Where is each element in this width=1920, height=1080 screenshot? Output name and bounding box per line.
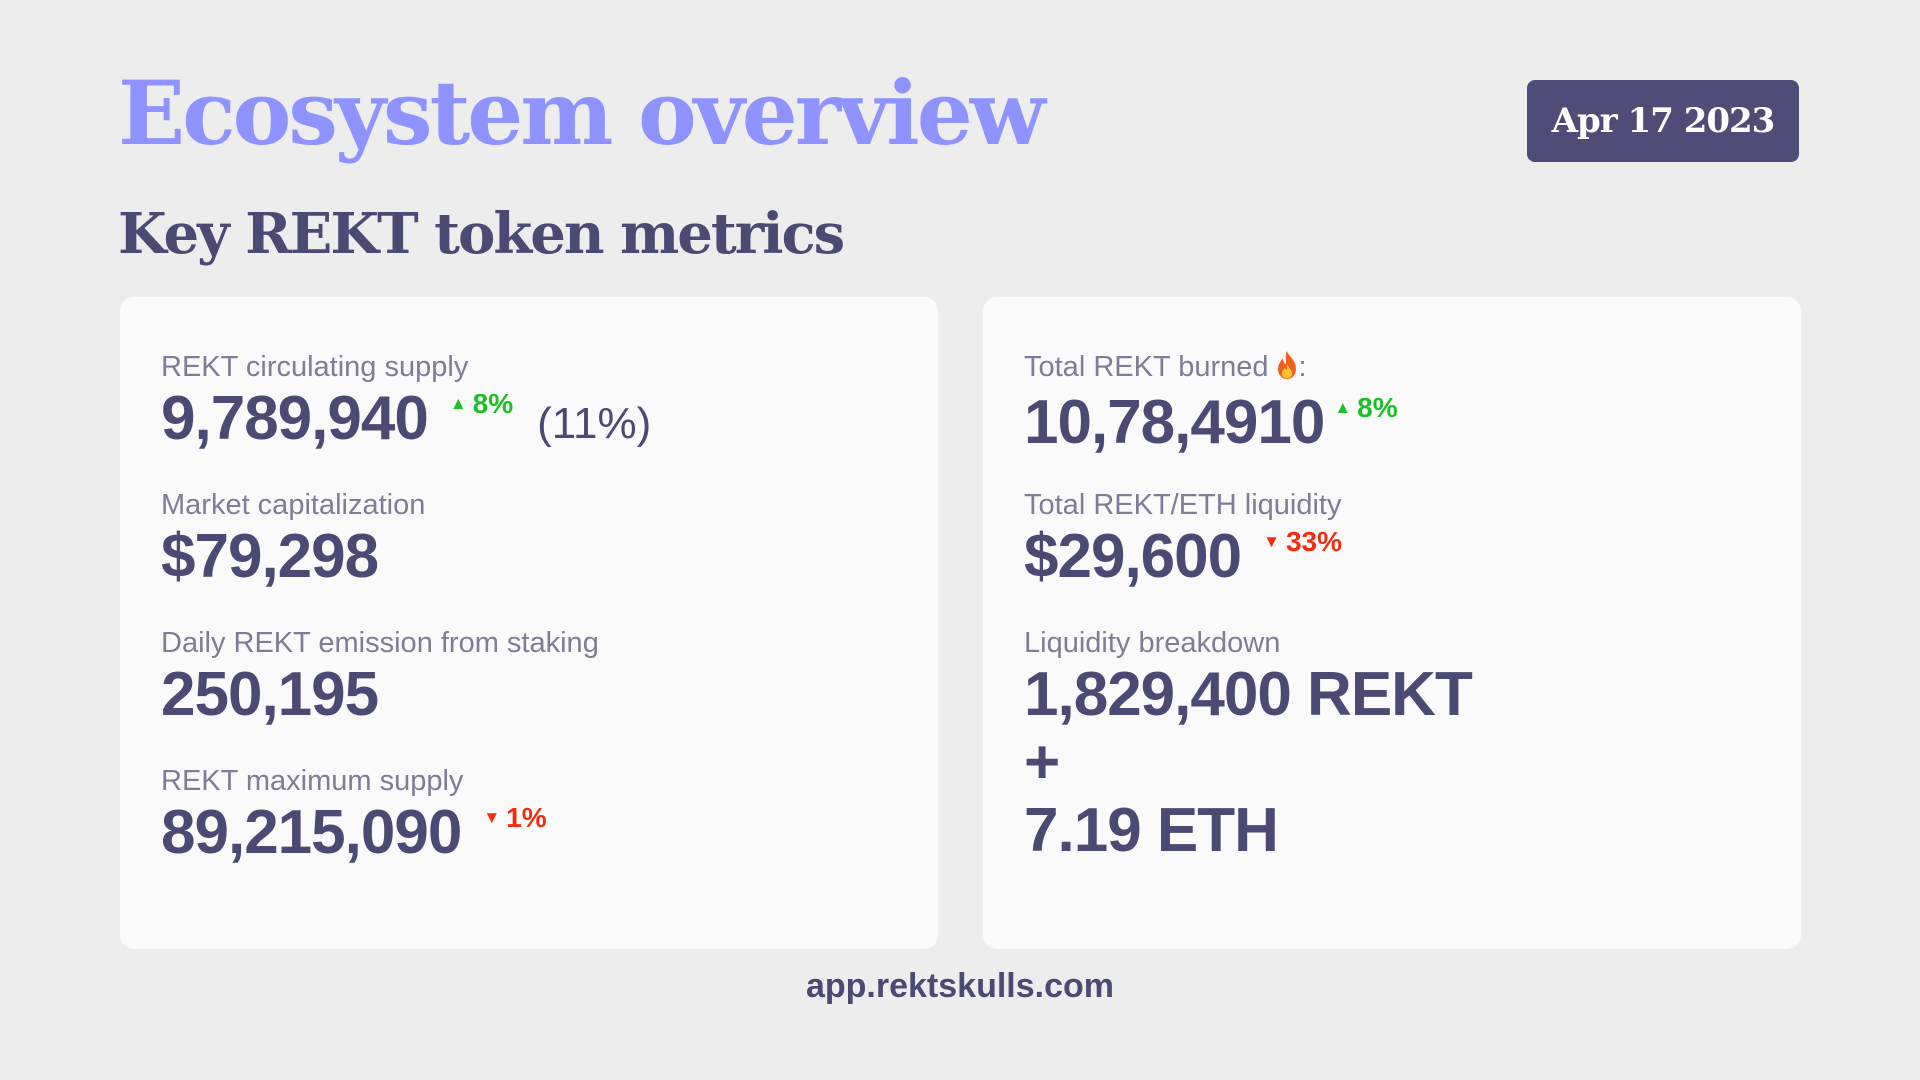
change-indicator-up: ▲ 8% <box>450 387 513 421</box>
metric-market-cap: Market capitalization $79,298 <box>161 487 425 591</box>
metric-label: REKT maximum supply <box>161 765 464 797</box>
change-percent: 33% <box>1285 526 1342 557</box>
metric-max-supply: REKT maximum supply 89,215,090 ▼ 1% <box>161 763 547 867</box>
section-subtitle: Key REKT token metrics <box>118 201 845 267</box>
metric-label: Total REKT/ETH liquidity <box>1024 489 1342 521</box>
metric-label: Total REKT burned: <box>1024 349 1398 389</box>
metric-label: Liquidity breakdown <box>1024 627 1281 659</box>
breakdown-eth-amount: 7.19 ETH <box>1024 796 1279 865</box>
change-indicator-down: ▼ 1% <box>483 801 546 835</box>
breakdown-rekt-amount: 1,829,400 REKT <box>1024 660 1473 729</box>
supply-percentage: (11%) <box>537 399 652 448</box>
fire-icon <box>1275 350 1299 389</box>
arrow-down-icon: ▼ <box>1263 532 1280 551</box>
metrics-card-left: REKT circulating supply 9,789,940 ▲ 8% (… <box>120 297 938 949</box>
metric-value: 9,789,940 <box>161 384 429 453</box>
metric-value: 10,78,4910 <box>1024 388 1325 457</box>
metric-value: $79,298 <box>161 522 379 591</box>
metric-total-liquidity: Total REKT/ETH liquidity $29,600 ▼ 33% <box>1024 487 1342 591</box>
change-percent: 1% <box>506 802 547 833</box>
date-badge: Apr 17 2023 <box>1527 80 1799 162</box>
metric-value: 250,195 <box>161 660 379 729</box>
metric-label-suffix: : <box>1298 351 1307 383</box>
metric-liquidity-breakdown: Liquidity breakdown 1,829,400 REKT + 7.1… <box>1024 625 1473 865</box>
change-percent: 8% <box>472 388 514 419</box>
metric-value: $29,600 <box>1024 522 1242 591</box>
metric-label: REKT circulating supply <box>161 351 469 383</box>
arrow-up-icon: ▲ <box>1334 398 1352 417</box>
change-indicator-up: ▲ 8% <box>1334 391 1397 425</box>
change-percent: 8% <box>1357 392 1398 423</box>
metric-label-text: Total REKT burned <box>1024 351 1269 383</box>
page-title: Ecosystem overview <box>118 61 1045 165</box>
footer-url: app.rektskulls.com <box>805 967 1114 1005</box>
breakdown-plus-sign: + <box>1024 728 1060 797</box>
metric-value: 89,215,090 <box>161 798 462 867</box>
metric-daily-emission: Daily REKT emission from staking 250,195 <box>161 625 599 729</box>
metrics-card-right: Total REKT burned: 10,78,4910 ▲ 8% Total… <box>983 297 1801 949</box>
arrow-up-icon: ▲ <box>449 394 467 413</box>
change-indicator-down: ▼ 33% <box>1263 525 1342 559</box>
arrow-down-icon: ▼ <box>483 808 501 827</box>
metric-total-burned: Total REKT burned: 10,78,4910 ▲ 8% <box>1024 349 1398 457</box>
metric-label: Market capitalization <box>161 489 426 521</box>
metric-circulating-supply: REKT circulating supply 9,789,940 ▲ 8% (… <box>161 349 651 453</box>
metric-label: Daily REKT emission from staking <box>161 627 599 659</box>
